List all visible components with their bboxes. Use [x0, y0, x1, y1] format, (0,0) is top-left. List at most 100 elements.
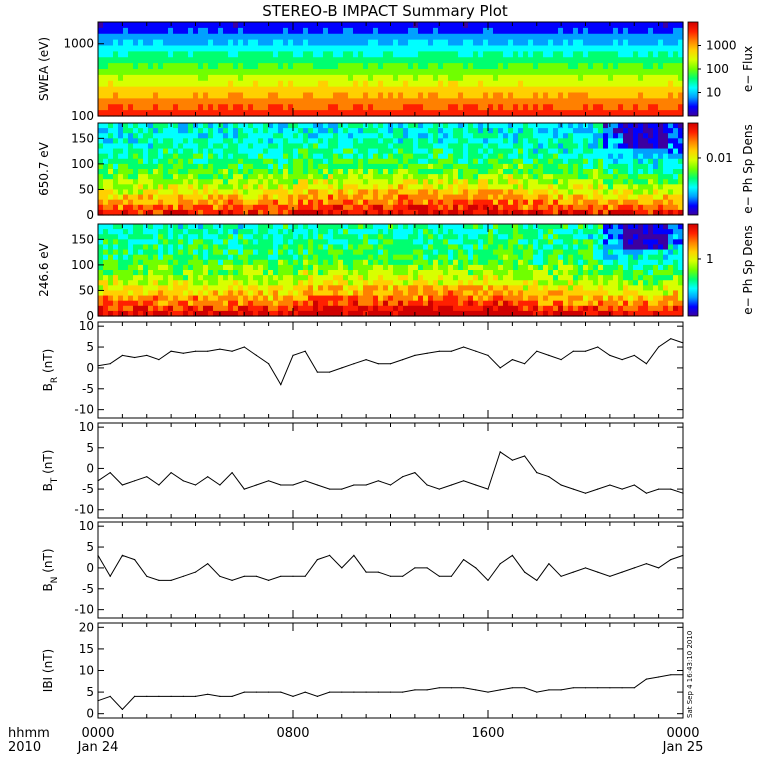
heatmap-cell: [303, 74, 309, 82]
heatmap-cell: [663, 169, 669, 175]
heatmap-cell: [273, 310, 279, 317]
heatmap-cell: [673, 179, 679, 185]
heatmap-cell: [258, 158, 264, 165]
heatmap-cell: [358, 239, 364, 246]
heatmap-cell: [243, 285, 249, 292]
heatmap-cell: [578, 110, 584, 117]
heatmap-cell: [468, 184, 474, 191]
heatmap-cell: [193, 169, 199, 175]
heatmap-cell: [268, 234, 274, 240]
heatmap-cell: [148, 69, 154, 76]
heatmap-cell: [178, 104, 184, 111]
heatmap-cell: [413, 92, 419, 99]
heatmap-cell: [343, 22, 349, 29]
heatmap-cell: [148, 80, 154, 88]
heatmap-cell: [188, 39, 194, 47]
heatmap-cell: [228, 39, 234, 47]
heatmap-cell: [398, 51, 404, 58]
heatmap-cell: [508, 158, 514, 165]
heatmap-cell: [668, 174, 674, 180]
heatmap-cell: [453, 209, 459, 216]
heatmap-cell: [223, 133, 229, 139]
heatmap-cell: [253, 163, 259, 170]
heatmap-cell: [298, 305, 304, 312]
heatmap-cell: [198, 280, 204, 286]
heatmap-cell: [488, 74, 494, 82]
heatmap-cell: [108, 270, 114, 276]
heatmap-cell: [243, 27, 249, 35]
heatmap-cell: [243, 80, 249, 88]
heatmap-cell: [138, 45, 144, 52]
heatmap-cell: [248, 22, 254, 29]
heatmap-cell: [368, 158, 374, 165]
heatmap-cell: [408, 148, 414, 155]
heatmap-cell: [463, 27, 469, 35]
heatmap-cell: [188, 189, 194, 196]
heatmap-cell: [628, 174, 634, 180]
heatmap-cell: [638, 153, 644, 160]
heatmap-cell: [358, 80, 364, 88]
heatmap-cell: [188, 244, 194, 251]
heatmap-cell: [448, 39, 454, 47]
heatmap-cell: [368, 189, 374, 196]
heatmap-cell: [293, 285, 299, 292]
heatmap-cell: [153, 295, 159, 302]
heatmap-cell: [188, 128, 194, 134]
heatmap-cell: [413, 51, 419, 58]
heatmap-cell: [133, 51, 139, 58]
heatmap-cell: [318, 133, 324, 139]
heatmap-cell: [498, 153, 504, 160]
heatmap-cell: [203, 179, 209, 185]
heatmap-cell: [633, 189, 639, 196]
heatmap-cell: [218, 254, 224, 261]
heatmap-cell: [263, 169, 269, 175]
heatmap-cell: [318, 148, 324, 155]
heatmap-cell: [343, 259, 349, 266]
heatmap-cell: [123, 163, 129, 170]
heatmap-cell: [303, 128, 309, 134]
heatmap-cell: [158, 69, 164, 76]
heatmap-cell: [153, 138, 159, 145]
heatmap-cell: [103, 244, 109, 251]
heatmap-cell: [638, 27, 644, 35]
heatmap-cell: [343, 254, 349, 261]
heatmap-cell: [108, 244, 114, 251]
heatmap-cell: [378, 158, 384, 165]
heatmap-cell: [438, 27, 444, 35]
heatmap-cell: [493, 92, 499, 99]
heatmap-cell: [168, 244, 174, 251]
heatmap-cell: [458, 169, 464, 175]
heatmap-cell: [283, 229, 289, 235]
heatmap-cell: [593, 153, 599, 160]
heatmap-cell: [543, 110, 549, 117]
heatmap-cell: [163, 27, 169, 35]
heatmap-cell: [318, 174, 324, 180]
heatmap-cell: [413, 174, 419, 180]
heatmap-cell: [363, 153, 369, 160]
heatmap-cell: [213, 80, 219, 88]
heatmap-cell: [203, 57, 209, 64]
heatmap-cell: [108, 199, 114, 206]
heatmap-cell: [333, 128, 339, 134]
heatmap-cell: [228, 69, 234, 76]
heatmap-cell: [213, 158, 219, 165]
heatmap-cell: [518, 69, 524, 76]
heatmap-cell: [673, 158, 679, 165]
heatmap-cell: [678, 189, 684, 196]
heatmap-cell: [528, 169, 534, 175]
heatmap-cell: [473, 153, 479, 160]
heatmap-cell: [528, 179, 534, 185]
heatmap-cell: [513, 110, 519, 117]
heatmap-cell: [228, 158, 234, 165]
heatmap-cell: [198, 133, 204, 139]
heatmap-cell: [638, 92, 644, 99]
heatmap-cell: [233, 51, 239, 58]
heatmap-cell: [623, 143, 629, 150]
heatmap-cell: [153, 80, 159, 88]
heatmap-cell: [113, 300, 119, 307]
heatmap-cell: [598, 57, 604, 64]
heatmap-cell: [108, 143, 114, 150]
heatmap-cell: [283, 57, 289, 64]
heatmap-cell: [113, 204, 119, 211]
heatmap-cell: [568, 194, 574, 201]
